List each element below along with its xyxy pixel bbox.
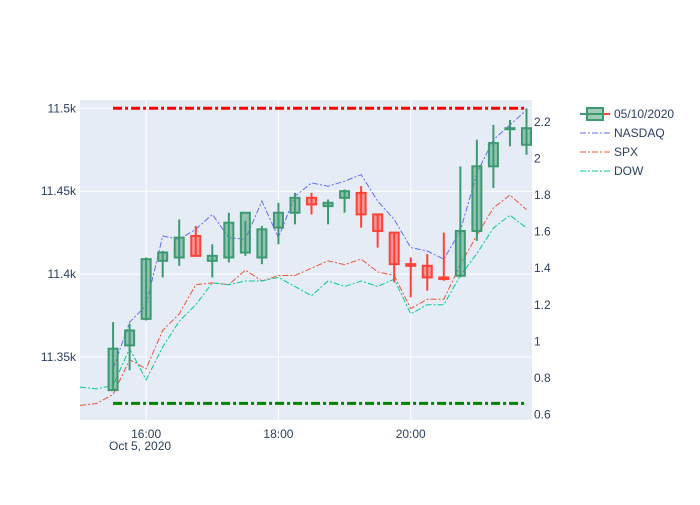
legend-item[interactable]: SPX xyxy=(580,145,638,159)
candle xyxy=(504,119,516,147)
legend-label: 05/10/2020 xyxy=(614,107,674,121)
candle xyxy=(421,254,433,291)
x-tick-label: 18:00 xyxy=(263,427,293,441)
candle-body xyxy=(322,201,334,208)
legend-label: DOW xyxy=(614,164,644,178)
candle-body xyxy=(107,347,119,392)
legend-item[interactable]: NASDAQ xyxy=(580,126,665,140)
series-line-spx xyxy=(79,194,527,406)
y-right-tick-label: 1.2 xyxy=(534,298,551,312)
candle xyxy=(322,199,334,225)
legend-candle-body xyxy=(586,107,604,121)
candle-body xyxy=(520,127,532,146)
candle-body xyxy=(190,234,202,257)
candle xyxy=(190,226,202,257)
candle xyxy=(140,257,152,321)
axes: Oct 5, 2020 16:00 18:00 20:0011.35k11.4k11… xyxy=(41,101,551,453)
candle-body xyxy=(140,258,152,320)
legend-item[interactable]: DOW xyxy=(580,164,644,178)
candle xyxy=(520,108,532,155)
candle xyxy=(157,250,169,278)
y-left-tick-label: 11.35k xyxy=(41,350,77,364)
x-axis-date-label: Oct 5, 2020 xyxy=(109,439,171,453)
candle-body xyxy=(405,263,417,267)
candle-body xyxy=(157,251,169,262)
candle xyxy=(206,244,218,278)
y-right-tick-label: 2 xyxy=(534,152,541,166)
legend[interactable]: 05/10/2020 NASDAQ SPX DOW xyxy=(580,107,674,178)
candle-body xyxy=(487,142,499,168)
candle xyxy=(107,322,119,392)
candle-body xyxy=(339,190,351,199)
y-left-tick-label: 11.4k xyxy=(48,267,77,281)
candle-body xyxy=(454,229,466,277)
candle xyxy=(306,192,318,215)
candle-body xyxy=(223,221,235,259)
y-right-tick-label: 1 xyxy=(534,334,541,348)
candle xyxy=(272,202,284,245)
y-left-tick-label: 11.45k xyxy=(41,184,77,198)
candle xyxy=(239,211,251,256)
candle-body xyxy=(272,211,284,229)
candle-body xyxy=(289,196,301,214)
candle xyxy=(173,219,185,266)
candles xyxy=(107,108,532,392)
y-right-tick-label: 2.2 xyxy=(534,115,551,129)
candle-body xyxy=(173,236,185,259)
candle-body xyxy=(438,276,450,281)
candle xyxy=(124,323,136,371)
candle-body xyxy=(372,213,384,232)
y-right-tick-label: 1.4 xyxy=(534,261,551,275)
y-left-tick-label: 11.5k xyxy=(48,101,77,115)
candle-body xyxy=(306,196,318,206)
candle-body xyxy=(355,191,367,216)
candle-body xyxy=(239,211,251,254)
candle xyxy=(438,232,450,281)
candle xyxy=(487,124,499,188)
candle-body xyxy=(124,329,136,347)
candle xyxy=(289,192,301,225)
candle-body xyxy=(421,264,433,279)
candle xyxy=(454,166,466,278)
candle xyxy=(223,212,235,263)
candle xyxy=(388,231,400,283)
legend-item[interactable]: 05/10/2020 xyxy=(580,107,674,121)
candle-body xyxy=(206,254,218,262)
reference-lines xyxy=(113,106,527,405)
legend-label: SPX xyxy=(614,145,638,159)
y-right-tick-label: 0.8 xyxy=(534,371,551,385)
y-right-tick-label: 1.8 xyxy=(534,188,551,202)
candle xyxy=(355,186,367,228)
candle xyxy=(372,213,384,248)
y-right-tick-label: 1.6 xyxy=(534,225,551,239)
x-tick-label: 16:00 xyxy=(131,427,161,441)
candle xyxy=(471,139,483,241)
y-right-tick-label: 0.6 xyxy=(534,408,551,422)
candle xyxy=(405,257,417,298)
candle xyxy=(256,226,268,265)
candle-body xyxy=(256,228,268,259)
legend-label: NASDAQ xyxy=(614,126,665,140)
candle-body xyxy=(388,231,400,266)
x-tick-label: 20:00 xyxy=(396,427,426,441)
candle-body xyxy=(504,127,516,131)
candle xyxy=(339,189,351,213)
candle-body xyxy=(471,165,483,232)
